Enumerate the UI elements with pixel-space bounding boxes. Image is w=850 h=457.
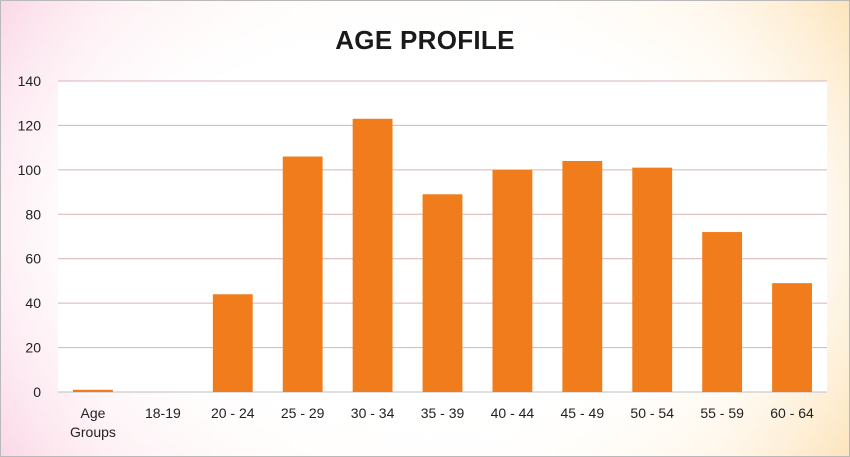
x-tick-label: Age Groups [70, 405, 116, 440]
y-tick-label: 0 [33, 384, 41, 400]
bar [632, 167, 673, 392]
bar [422, 194, 463, 392]
bar [352, 118, 393, 392]
bar [562, 160, 603, 392]
x-tick-label: 50 - 54 [630, 405, 674, 421]
bar [772, 283, 812, 392]
chart-title: AGE PROFILE [335, 25, 515, 55]
y-tick-label: 100 [18, 162, 42, 178]
bar [492, 169, 533, 392]
bar [212, 294, 253, 392]
y-tick-label: 120 [18, 117, 42, 133]
y-tick-label: 140 [18, 73, 42, 89]
x-tick-label: 60 - 64 [770, 405, 814, 421]
x-tick-label: 40 - 44 [491, 405, 535, 421]
x-tick-label: 35 - 39 [421, 405, 465, 421]
x-tick-label: 55 - 59 [700, 405, 744, 421]
y-tick-label: 80 [25, 206, 41, 222]
x-tick-label: 18-19 [145, 405, 181, 421]
bar [73, 389, 113, 392]
x-tick-label: 30 - 34 [351, 405, 395, 421]
bar [702, 232, 743, 392]
x-tick-label: 45 - 49 [561, 405, 605, 421]
y-tick-label: 20 [25, 340, 41, 356]
y-tick-label: 40 [25, 295, 41, 311]
x-tick-label: 25 - 29 [281, 405, 325, 421]
x-tick-label: 20 - 24 [211, 405, 255, 421]
y-tick-label: 60 [25, 251, 41, 267]
bar [282, 156, 323, 392]
